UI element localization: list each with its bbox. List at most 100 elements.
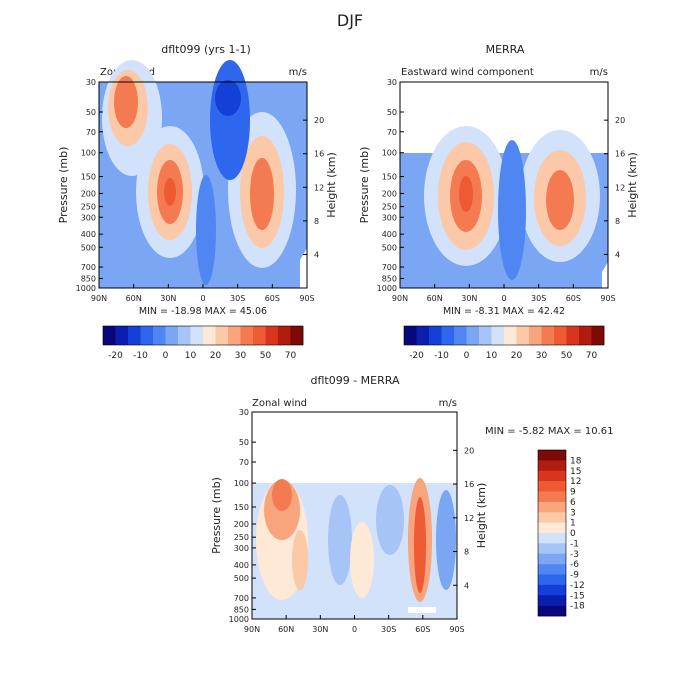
- model-height-tick-label: 8: [314, 217, 319, 226]
- model-ylabel: Pressure (mb): [57, 147, 70, 224]
- colorbar-model-label: 10: [185, 351, 197, 361]
- panel-obs-units: m/s: [590, 67, 608, 78]
- positive-region: [164, 178, 176, 206]
- obs-y2label: Height (km): [626, 152, 639, 218]
- colorbar-diff-swatch: [538, 512, 566, 523]
- obs-ylabel: Pressure (mb): [358, 147, 371, 224]
- model-pressure-tick-label: 50: [86, 108, 96, 117]
- colorbar-obs-swatch: [441, 326, 455, 345]
- colorbar-model-frame: [102, 325, 304, 346]
- model-pressure-tick-label: 500: [81, 243, 96, 252]
- colorbar-model-swatch: [290, 326, 304, 345]
- model-pressure-tick-label: 70: [86, 128, 96, 137]
- panel-diff: dflt099 - MERRA Zonal wind m/s MIN = -5.…: [252, 374, 614, 619]
- negative-region: [210, 60, 250, 180]
- model-pressure-tick-label: 250: [81, 203, 96, 212]
- colorbar-model-swatch: [103, 326, 116, 345]
- colorbar-model-swatch: [278, 326, 291, 345]
- obs-pressure-tick-label: 150: [382, 173, 397, 182]
- negative-region: [498, 140, 526, 280]
- diff-pressure-tick-label: 250: [234, 533, 249, 542]
- colorbar-model-label: 20: [210, 351, 222, 361]
- obs-lat-tick-label: 90N: [392, 294, 408, 303]
- model-pressure-tick-label: 300: [81, 213, 96, 222]
- negative-region: [436, 490, 456, 590]
- positive-region: [350, 522, 374, 598]
- colorbar-diff-swatch: [538, 460, 566, 472]
- model-lat-tick-label: 90S: [299, 294, 314, 303]
- panel-diff-stats: MIN = -5.82 MAX = 10.61: [485, 426, 614, 437]
- diff-pressure-tick-label: 100: [234, 479, 249, 488]
- colorbar-obs-swatch: [416, 326, 430, 345]
- diff-y2label: Height (km): [475, 483, 488, 549]
- panel-diff-title: dflt099 - MERRA: [311, 374, 400, 387]
- obs-height-tick-label: 20: [615, 116, 625, 125]
- colorbar-obs-swatch: [429, 326, 442, 345]
- colorbar-obs-swatch: [466, 326, 480, 345]
- colorbar-model-label: -20: [108, 351, 123, 361]
- panel-obs-field-label: Eastward wind component: [401, 67, 534, 78]
- diff-pressure-tick-label: 50: [239, 438, 249, 447]
- obs-lat-tick-label: 0: [501, 294, 506, 303]
- obs-pressure-tick-label: 70: [387, 128, 397, 137]
- model-lat-tick-label: 30S: [230, 294, 245, 303]
- diff-pressure-tick-label: 70: [239, 458, 249, 467]
- model-lat-tick-label: 60N: [126, 294, 142, 303]
- panel-diff-field: [252, 478, 457, 619]
- colorbar-model-label: 0: [163, 351, 169, 361]
- colorbar-obs-label: 30: [536, 351, 548, 361]
- colorbar-diff-swatch: [538, 584, 566, 596]
- colorbar-obs-swatch: [479, 326, 492, 345]
- colorbar-diff-swatch: [538, 481, 566, 492]
- colorbar-model-swatch: [265, 326, 279, 345]
- colorbar-model-label: 30: [235, 351, 247, 361]
- terrain-mask: [408, 607, 436, 613]
- diff-ylabel: Pressure (mb): [210, 477, 223, 554]
- model-height-tick-label: 12: [314, 183, 324, 192]
- model-lat-tick-label: 90N: [91, 294, 107, 303]
- model-pressure-tick-label: 850: [81, 274, 96, 283]
- colorbar-obs-swatch: [516, 326, 530, 345]
- diff-height-tick-label: 4: [464, 581, 469, 590]
- colorbar-diff-swatch: [538, 595, 566, 606]
- terrain-mask: [300, 248, 307, 288]
- diff-height-tick-label: 12: [464, 514, 474, 523]
- colorbar-model-swatch: [253, 326, 266, 345]
- colorbar-obs-label: 20: [511, 351, 523, 361]
- negative-region: [215, 80, 241, 116]
- model-pressure-tick-label: 200: [81, 189, 96, 198]
- colorbar-model-swatch: [153, 326, 166, 345]
- colorbar-diff-swatch: [538, 564, 566, 575]
- colorbar-obs-swatch: [591, 326, 605, 345]
- colorbar-model-swatch: [228, 326, 241, 345]
- negative-region: [328, 495, 352, 585]
- colorbar-model-label: 50: [260, 351, 272, 361]
- diff-pressure-tick-label: 200: [234, 520, 249, 529]
- panel-model-field: [99, 60, 307, 288]
- colorbar-obs-swatch: [404, 326, 417, 345]
- positive-region: [414, 497, 426, 593]
- colorbar-obs-swatch: [554, 326, 567, 345]
- terrain-mask: [602, 262, 608, 288]
- colorbar-model-swatch: [190, 326, 204, 345]
- positive-region: [250, 158, 274, 230]
- obs-pressure-tick-label: 500: [382, 243, 397, 252]
- colorbar-obs-label: 10: [486, 351, 498, 361]
- colorbar-diff-label: 3: [570, 508, 576, 518]
- panel-diff-units: m/s: [439, 398, 457, 409]
- positive-region: [292, 530, 308, 590]
- panel-obs-field: [400, 126, 608, 288]
- colorbar-diff-label: 6: [570, 498, 576, 508]
- model-pressure-tick-label: 400: [81, 230, 96, 239]
- obs-pressure-tick-label: 100: [382, 149, 397, 158]
- model-pressure-tick-label: 30: [86, 78, 96, 87]
- obs-lat-tick-label: 60N: [427, 294, 443, 303]
- colorbar-obs-swatch: [504, 326, 517, 345]
- positive-region: [459, 176, 473, 212]
- colorbar-diff-swatch: [538, 543, 566, 555]
- panel-obs-title: MERRA: [486, 43, 525, 56]
- negative-region: [376, 485, 404, 555]
- positive-region: [114, 76, 138, 128]
- diff-height-tick-label: 16: [464, 480, 474, 489]
- obs-height-tick-label: 4: [615, 250, 620, 259]
